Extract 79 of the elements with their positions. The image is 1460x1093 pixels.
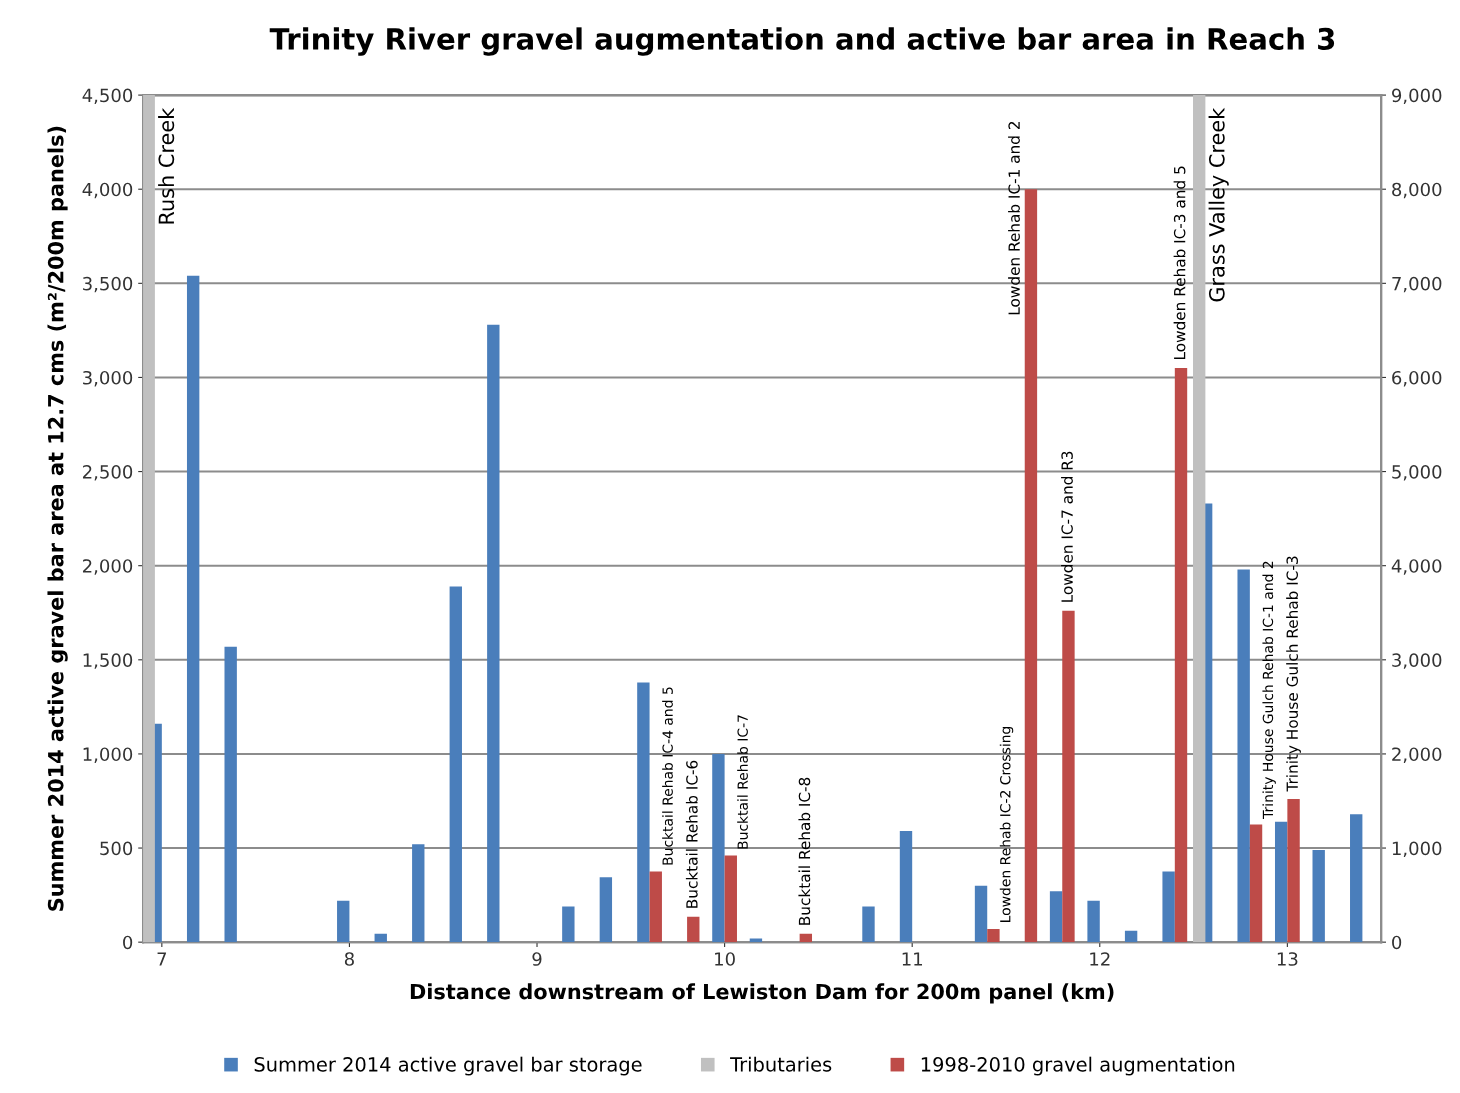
bar xyxy=(687,916,700,943)
bar xyxy=(987,928,1000,943)
bar xyxy=(1174,368,1188,943)
bar xyxy=(1274,821,1288,943)
annotation: Bucktail Rehab IC-7 xyxy=(737,715,748,849)
annotation: Rush Creek xyxy=(158,107,175,224)
y-tick-label: 2,500 xyxy=(82,465,133,481)
annotation: Lowden IC-7 and R3 xyxy=(1061,451,1073,602)
y2-tick-label: 0 xyxy=(1392,935,1402,950)
x-tick-label: 9 xyxy=(532,952,542,966)
annotation: Trinity House Gulch Rehab IC-3 xyxy=(1286,556,1301,792)
x-tick-label: 10 xyxy=(715,952,735,966)
bar xyxy=(337,900,350,943)
legend-label: Summer 2014 active gravel bar storage xyxy=(254,1056,642,1076)
bar xyxy=(1087,900,1100,943)
bar xyxy=(649,871,662,943)
x-axis-title: Distance downstream of Lewiston Dam for 200m panel (km) xyxy=(410,983,1114,1004)
y2-tick-label: 6,000 xyxy=(1392,370,1442,387)
y2-tick-label: 5,000 xyxy=(1392,465,1442,481)
annotation: Lowden Rehab IC-2 Crossing xyxy=(999,726,1014,922)
annotation: Bucktail Rehab IC-6 xyxy=(685,760,698,908)
bar xyxy=(1312,849,1325,943)
y-tick-label: 3,500 xyxy=(83,276,133,293)
y-tick-label: 1,000 xyxy=(83,747,133,763)
y-tick-label: 1,500 xyxy=(83,653,133,669)
chart-title: Trinity River gravel augmentation and active bar area in Reach 3 xyxy=(269,27,1335,56)
bar xyxy=(724,855,737,943)
y-tick-label: 3,000 xyxy=(83,370,133,387)
bar xyxy=(599,877,613,943)
y2-tick-label: 8,000 xyxy=(1392,182,1442,199)
bar xyxy=(1024,189,1038,943)
bar xyxy=(412,844,425,943)
bar xyxy=(224,646,237,943)
bar xyxy=(186,275,200,943)
bar xyxy=(799,933,813,943)
y2-tick-label: 2,000 xyxy=(1392,747,1442,763)
y2-tick-label: 9,000 xyxy=(1392,88,1442,105)
y-tick-label: 4,000 xyxy=(82,182,133,199)
bar xyxy=(487,324,500,943)
y-tick-label: 4,500 xyxy=(82,88,133,105)
y2-tick-label: 3,000 xyxy=(1392,653,1442,669)
legend-label: Tributaries xyxy=(730,1056,832,1072)
y2-tick-label: 7,000 xyxy=(1392,276,1442,293)
bar xyxy=(562,906,575,943)
annotation: Trinity House Gulch Rehab IC-1 and 2 xyxy=(1262,561,1276,819)
bar xyxy=(1162,871,1175,943)
bar xyxy=(1124,930,1138,943)
annotation: Lowden Rehab IC-3 and 5 xyxy=(1173,166,1186,360)
y-tick-label: 0 xyxy=(123,935,133,950)
bar xyxy=(1350,814,1363,943)
x-tick-label: 13 xyxy=(1277,952,1298,966)
y2-tick-label: 4,000 xyxy=(1391,559,1442,575)
bar xyxy=(712,753,725,943)
bar xyxy=(1062,610,1075,943)
x-tick-label: 11 xyxy=(902,952,923,966)
bar xyxy=(899,831,913,943)
x-tick-label: 7 xyxy=(157,952,167,966)
annotation: Grass Valley Creek xyxy=(1208,107,1229,302)
bar xyxy=(1237,569,1250,943)
legend-label: 1998-2010 gravel augmentation xyxy=(921,1056,1235,1076)
annotation: Bucktail Rehab IC-8 xyxy=(798,777,811,925)
y-tick-label: 2,000 xyxy=(82,559,133,575)
annotation: Lowden Rehab IC-1 and 2 xyxy=(1008,122,1020,315)
bar xyxy=(449,586,462,943)
bar xyxy=(1287,799,1300,943)
bar xyxy=(374,933,387,943)
x-tick-label: 12 xyxy=(1090,952,1110,966)
bar xyxy=(974,885,988,943)
y2-tick-label: 1,000 xyxy=(1392,841,1442,858)
bar xyxy=(1193,95,1206,943)
bar xyxy=(749,938,763,943)
x-tick-label: 8 xyxy=(344,952,354,966)
bar xyxy=(862,906,875,943)
y-tick-label: 500 xyxy=(100,841,133,856)
y-axis-title: Summer 2014 active gravel bar area at 12.7 cms (m²/200m panels) xyxy=(47,126,68,911)
bar xyxy=(1049,891,1063,943)
bar xyxy=(1249,824,1263,943)
bar xyxy=(637,682,650,943)
annotation: Bucktail Rehab IC-4 and 5 xyxy=(662,687,673,865)
